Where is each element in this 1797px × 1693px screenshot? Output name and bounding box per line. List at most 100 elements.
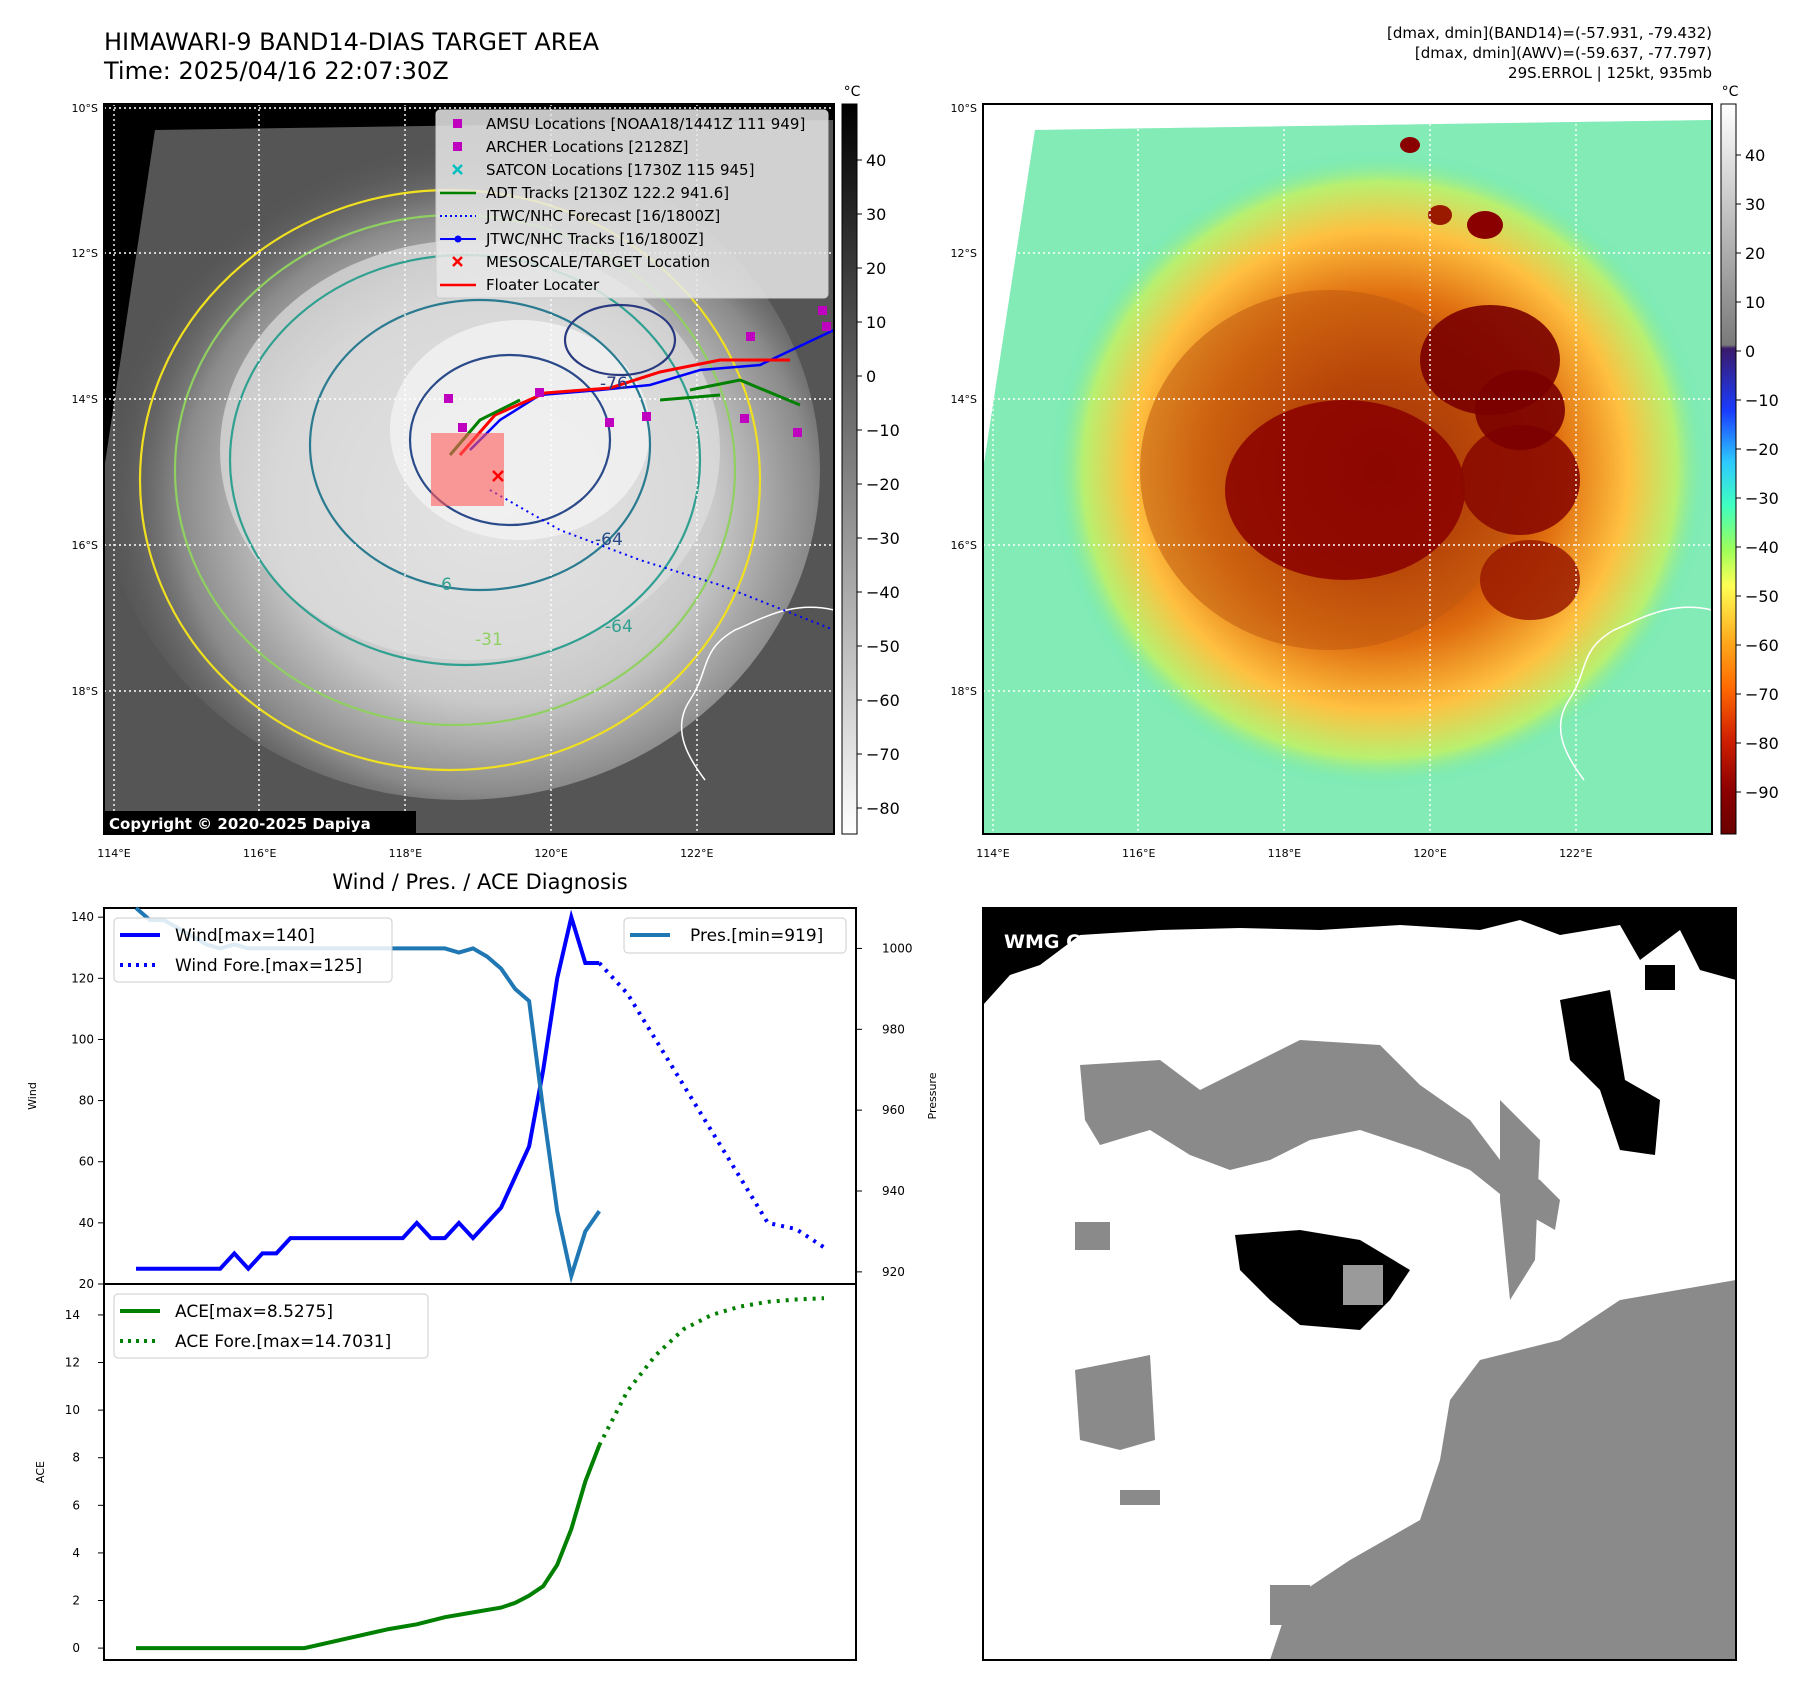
figure-time: Time: 2025/04/16 22:07:30Z xyxy=(103,57,449,85)
lon-label: 122°E xyxy=(680,847,713,860)
legend-label: JTWC/NHC Tracks [16/1800Z] xyxy=(485,230,704,248)
wind-chart-title: Wind / Pres. / ACE Diagnosis xyxy=(332,870,627,894)
ir-jtwc-track xyxy=(469,328,834,451)
stats-storm: 29S.ERROL | 125kt, 935mb xyxy=(1508,64,1712,82)
awv-colorbar-tick-label: −80 xyxy=(1745,734,1779,753)
lat-label: 10°S xyxy=(951,102,977,115)
legend-marker xyxy=(453,119,462,128)
ace-tick-label: 8 xyxy=(72,1451,80,1465)
awv-colorbar-tick-label: 30 xyxy=(1745,195,1765,214)
wmg-gray-sw xyxy=(1270,1280,1736,1660)
ir-colorbar-tick-label: −20 xyxy=(866,475,900,494)
lon-label: 114°E xyxy=(976,847,1009,860)
lat-label: 14°S xyxy=(72,393,98,406)
wind-tick-label: 80 xyxy=(79,1094,94,1108)
lat-label: 14°S xyxy=(951,393,977,406)
lat-label: 12°S xyxy=(72,247,98,260)
ir-colorbar-tick-label: −10 xyxy=(866,421,900,440)
pressure-tick-label: 980 xyxy=(882,1022,905,1036)
ace-legend-label: ACE[max=8.5275] xyxy=(175,1302,333,1322)
lon-label: 120°E xyxy=(1413,847,1446,860)
ace-legend: ACE[max=8.5275] ACE Fore.[max=14.7031] xyxy=(113,1293,429,1359)
awv-coastline xyxy=(1559,606,1712,781)
wmg-gray-band xyxy=(1080,1040,1560,1230)
ace-tick-label: 4 xyxy=(72,1546,80,1560)
awv-colorbar-tick-label: −30 xyxy=(1745,489,1779,508)
lat-label: 12°S xyxy=(951,247,977,260)
awv-colorbar xyxy=(1720,103,1737,835)
awv-colorbar-tick-label: −60 xyxy=(1745,636,1779,655)
awv-colorbar-tick-label: −70 xyxy=(1745,685,1779,704)
awv-colorbar-tick-label: 40 xyxy=(1745,146,1765,165)
ace-tick-label: 0 xyxy=(72,1641,80,1655)
wind-tick-label: 140 xyxy=(71,910,94,924)
pressure-tick-label: 940 xyxy=(882,1184,905,1198)
lon-label: 122°E xyxy=(1559,847,1592,860)
pressure-tick-label: 960 xyxy=(882,1103,905,1117)
ir-target-box xyxy=(431,433,504,506)
legend-label: JTWC/NHC Forecast [16/1800Z] xyxy=(485,207,720,225)
contour-label: -76 xyxy=(600,374,628,394)
awv-colorbar-tick-label: 10 xyxy=(1745,293,1765,312)
wind-series-line xyxy=(136,909,600,1272)
awv-colorbar-unit: °C xyxy=(1722,84,1739,100)
ace-tick-label: 12 xyxy=(65,1356,80,1370)
pressure-legend: Pres.[min=919] xyxy=(623,917,847,954)
pressure-tick-label: 920 xyxy=(882,1265,905,1279)
awv-map-frame xyxy=(982,103,1713,835)
lon-label: 120°E xyxy=(534,847,567,860)
ace-tick-label: 2 xyxy=(72,1594,80,1608)
awv-map: 10°S 12°S 14°S 16°S 18°S 114°E 116°E 118°E 120°… xyxy=(951,84,1779,860)
awv-colorbar-tick-label: 20 xyxy=(1745,244,1765,263)
lat-label: 16°S xyxy=(72,539,98,552)
ace-tick-label: 14 xyxy=(65,1308,80,1322)
wind-tick-label: 60 xyxy=(79,1155,94,1169)
ir-colorbar-tick-label: 0 xyxy=(866,367,876,386)
ir-colorbar-tick-label: −60 xyxy=(866,691,900,710)
legend-label: SATCON Locations [1730Z 115 945] xyxy=(486,161,754,179)
ir-colorbar-tick-label: 40 xyxy=(866,151,886,170)
legend-label: ADT Tracks [2130Z 122.2 941.6] xyxy=(486,184,729,202)
awv-colorbar-tick-label: −40 xyxy=(1745,538,1779,557)
wind-tick-label: 40 xyxy=(79,1216,94,1230)
ir-colorbar xyxy=(841,103,858,835)
ir-map: -76 -64 -64 -31 -6 AMSU Locations [NOAA1… xyxy=(72,84,900,860)
ir-map-frame xyxy=(103,103,835,835)
contour-label: -64 xyxy=(605,617,633,637)
wmg-eye-core xyxy=(1343,1265,1383,1305)
lon-label: 118°E xyxy=(1268,847,1301,860)
ir-colorbar-tick-label: 10 xyxy=(866,313,886,332)
awv-colorbar-tick-label: −20 xyxy=(1745,440,1779,459)
wind-fore-legend-label: Wind Fore.[max=125] xyxy=(175,956,362,976)
ir-colorbar-tick-label: −30 xyxy=(866,529,900,548)
ir-coastline xyxy=(680,606,834,781)
stats-awv: [dmax, dmin](AWV)=(-59.637, -77.797) xyxy=(1415,44,1712,62)
legend-label: MESOSCALE/TARGET Location xyxy=(486,253,710,271)
pressure-ylabel: Pressure xyxy=(926,1072,939,1119)
wind-legend-label: Wind[max=140] xyxy=(175,926,315,946)
legend-label: Floater Locater xyxy=(486,276,600,294)
lat-label: 18°S xyxy=(72,685,98,698)
ir-colorbar-tick-label: 30 xyxy=(866,205,886,224)
ir-colorbar-tick-label: −80 xyxy=(866,799,900,818)
wind-chart: Wind / Pres. / ACE Diagnosis 20 40 60 80 100… xyxy=(26,870,939,1291)
legend-marker xyxy=(453,142,462,151)
contour-label: -6 xyxy=(435,575,452,595)
wind-ylabel: Wind xyxy=(26,1082,39,1110)
legend-marker xyxy=(452,164,463,175)
figure-title: HIMAWARI-9 BAND14-DIAS TARGET AREA xyxy=(104,28,600,56)
ir-colorbar-tick-label: −70 xyxy=(866,745,900,764)
ace-forecast-series-line xyxy=(597,1296,825,1447)
awv-colorbar-tick-label: −90 xyxy=(1745,783,1779,802)
lat-label: 18°S xyxy=(951,685,977,698)
ace-tick-label: 6 xyxy=(72,1498,80,1512)
copyright-box xyxy=(104,811,416,834)
ace-chart: 0 2 4 6 8 10 12 14 ACE ACE[max=8.5275] ACE Fore… xyxy=(34,1283,857,1661)
ir-amsu-markers xyxy=(444,306,831,437)
wmg-frame xyxy=(982,907,1737,1661)
lon-label: 118°E xyxy=(389,847,422,860)
contour-label: -31 xyxy=(475,630,503,650)
wind-tick-label: 100 xyxy=(71,1032,94,1046)
ir-colorbar-tick-label: −40 xyxy=(866,583,900,602)
